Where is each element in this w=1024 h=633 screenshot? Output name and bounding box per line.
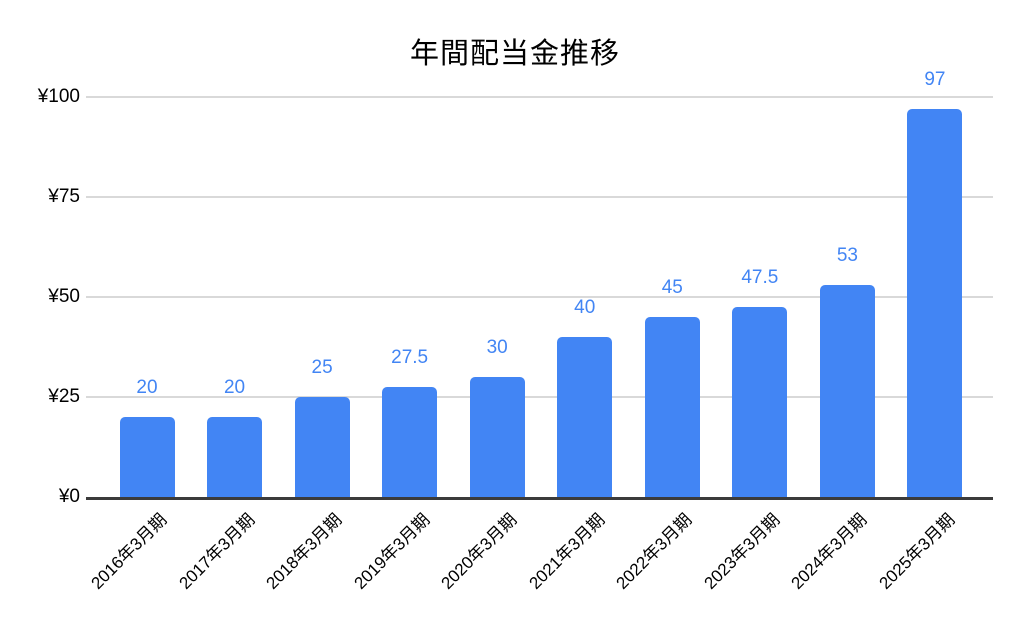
bar-value-label: 27.5 bbox=[391, 347, 429, 368]
y-axis-tick-label: ¥50 bbox=[48, 286, 80, 307]
bar-value-label: 47.5 bbox=[741, 267, 779, 288]
y-axis-tick-label: ¥100 bbox=[37, 86, 80, 107]
bar-value-label: 45 bbox=[661, 277, 683, 298]
bar-value-label: 25 bbox=[311, 357, 333, 378]
bar-2023年3月期 bbox=[732, 307, 788, 497]
chart-title: 年間配当金推移 bbox=[409, 38, 620, 70]
gridline bbox=[86, 96, 993, 98]
bar-value-label: 30 bbox=[486, 337, 508, 358]
y-axis-tick-label: ¥75 bbox=[48, 186, 80, 207]
bar-2019年3月期 bbox=[382, 387, 438, 497]
bar-2025年3月期 bbox=[907, 109, 963, 497]
y-axis-tick-label: ¥25 bbox=[48, 386, 80, 407]
bar-value-label: 97 bbox=[924, 69, 946, 90]
x-axis-line bbox=[86, 497, 993, 500]
bar-2016年3月期 bbox=[119, 417, 175, 497]
bar-value-label: 53 bbox=[836, 245, 858, 266]
bar-2024年3月期 bbox=[819, 285, 875, 497]
bar-2020年3月期 bbox=[469, 377, 525, 497]
bar-value-label: 20 bbox=[223, 377, 246, 398]
bar-2017年3月期 bbox=[207, 417, 263, 497]
bar-2021年3月期 bbox=[557, 337, 613, 497]
gridline bbox=[86, 296, 993, 298]
bar-2018年3月期 bbox=[294, 397, 350, 497]
bar-2022年3月期 bbox=[644, 317, 700, 497]
gridline bbox=[86, 396, 993, 398]
gridline bbox=[86, 196, 993, 198]
bar-value-label: 40 bbox=[574, 297, 596, 318]
y-axis-tick-label: ¥0 bbox=[58, 486, 80, 507]
bar-value-label: 20 bbox=[136, 377, 158, 398]
